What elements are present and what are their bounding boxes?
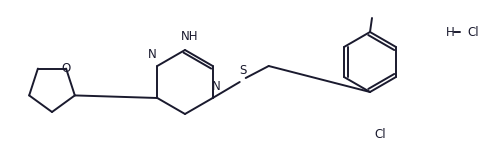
- Text: H: H: [446, 26, 455, 39]
- Text: S: S: [239, 64, 246, 77]
- Text: N: N: [148, 48, 156, 61]
- Text: N: N: [213, 80, 221, 93]
- Text: Cl: Cl: [467, 26, 479, 39]
- Text: Cl: Cl: [374, 127, 386, 140]
- Text: NH: NH: [181, 29, 199, 42]
- Text: O: O: [62, 62, 71, 75]
